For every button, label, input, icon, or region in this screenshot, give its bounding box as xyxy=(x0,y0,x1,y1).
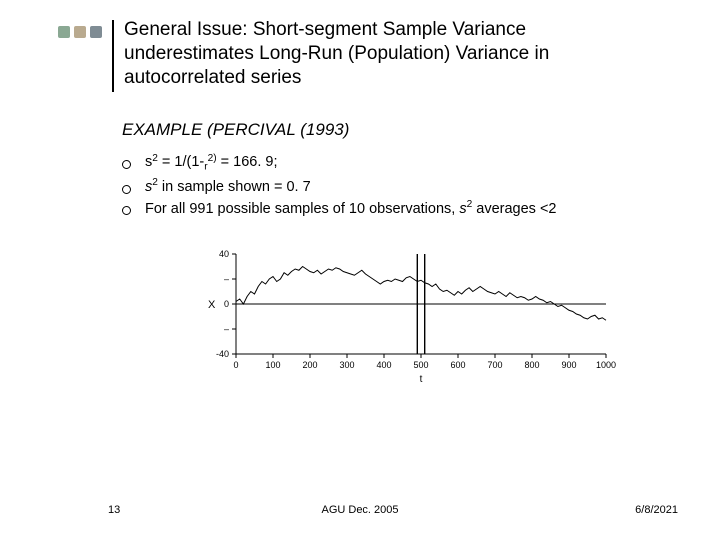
footer-center: AGU Dec. 2005 xyxy=(321,504,398,516)
slide: General Issue: Short-segment Sample Vari… xyxy=(0,0,720,540)
timeseries-chart: 0 100 200 300 400 500 600 700 800 900 1000 -40 0 40 – –… xyxy=(200,244,690,389)
bullet-3: For all 991 possible samples of 10 obser… xyxy=(122,199,690,217)
svg-text:700: 700 xyxy=(487,360,502,370)
bullet-3-text: For all 991 possible samples of 10 obser… xyxy=(145,199,556,217)
title-row: General Issue: Short-segment Sample Vari… xyxy=(58,18,690,92)
dot-1 xyxy=(58,26,70,38)
svg-text:–: – xyxy=(224,324,229,334)
decor-dots xyxy=(58,26,102,38)
bullet-list: s2 = 1/(1-r2) = 166. 9; s2 in sample sho… xyxy=(122,152,690,216)
bullet-icon xyxy=(122,185,131,194)
bullet-icon xyxy=(122,206,131,215)
svg-text:t: t xyxy=(420,374,423,384)
page-number: 13 xyxy=(108,504,120,516)
svg-text:100: 100 xyxy=(265,360,280,370)
svg-text:0: 0 xyxy=(224,299,229,309)
example-heading: EXAMPLE (PERCIVAL (1993) xyxy=(122,120,690,140)
svg-text:900: 900 xyxy=(561,360,576,370)
bullet-1-text: s2 = 1/(1-r2) = 166. 9; xyxy=(145,152,278,173)
dot-2 xyxy=(74,26,86,38)
title-divider xyxy=(112,20,114,92)
svg-text:600: 600 xyxy=(450,360,465,370)
svg-text:-40: -40 xyxy=(216,349,229,359)
svg-text:200: 200 xyxy=(302,360,317,370)
chart-svg: 0 100 200 300 400 500 600 700 800 900 1000 -40 0 40 – –… xyxy=(200,244,620,384)
dot-3 xyxy=(90,26,102,38)
svg-text:500: 500 xyxy=(413,360,428,370)
svg-text:300: 300 xyxy=(339,360,354,370)
svg-text:X: X xyxy=(208,299,216,311)
svg-text:1000: 1000 xyxy=(596,360,616,370)
svg-text:0: 0 xyxy=(233,360,238,370)
footer: 13 AGU Dec. 2005 6/8/2021 xyxy=(0,504,720,516)
svg-text:400: 400 xyxy=(376,360,391,370)
slide-title: General Issue: Short-segment Sample Vari… xyxy=(124,18,644,89)
svg-text:40: 40 xyxy=(219,249,229,259)
bullet-icon xyxy=(122,160,131,169)
svg-text:800: 800 xyxy=(524,360,539,370)
bullet-2: s2 in sample shown = 0. 7 xyxy=(122,177,690,195)
bullet-1: s2 = 1/(1-r2) = 166. 9; xyxy=(122,152,690,173)
svg-text:–: – xyxy=(224,274,229,284)
bullet-2-text: s2 in sample shown = 0. 7 xyxy=(145,177,311,195)
footer-date: 6/8/2021 xyxy=(635,504,678,516)
